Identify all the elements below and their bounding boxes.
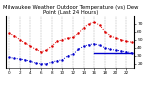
Title: Milwaukee Weather Outdoor Temperature (vs) Dew Point (Last 24 Hours): Milwaukee Weather Outdoor Temperature (v…: [3, 5, 138, 15]
